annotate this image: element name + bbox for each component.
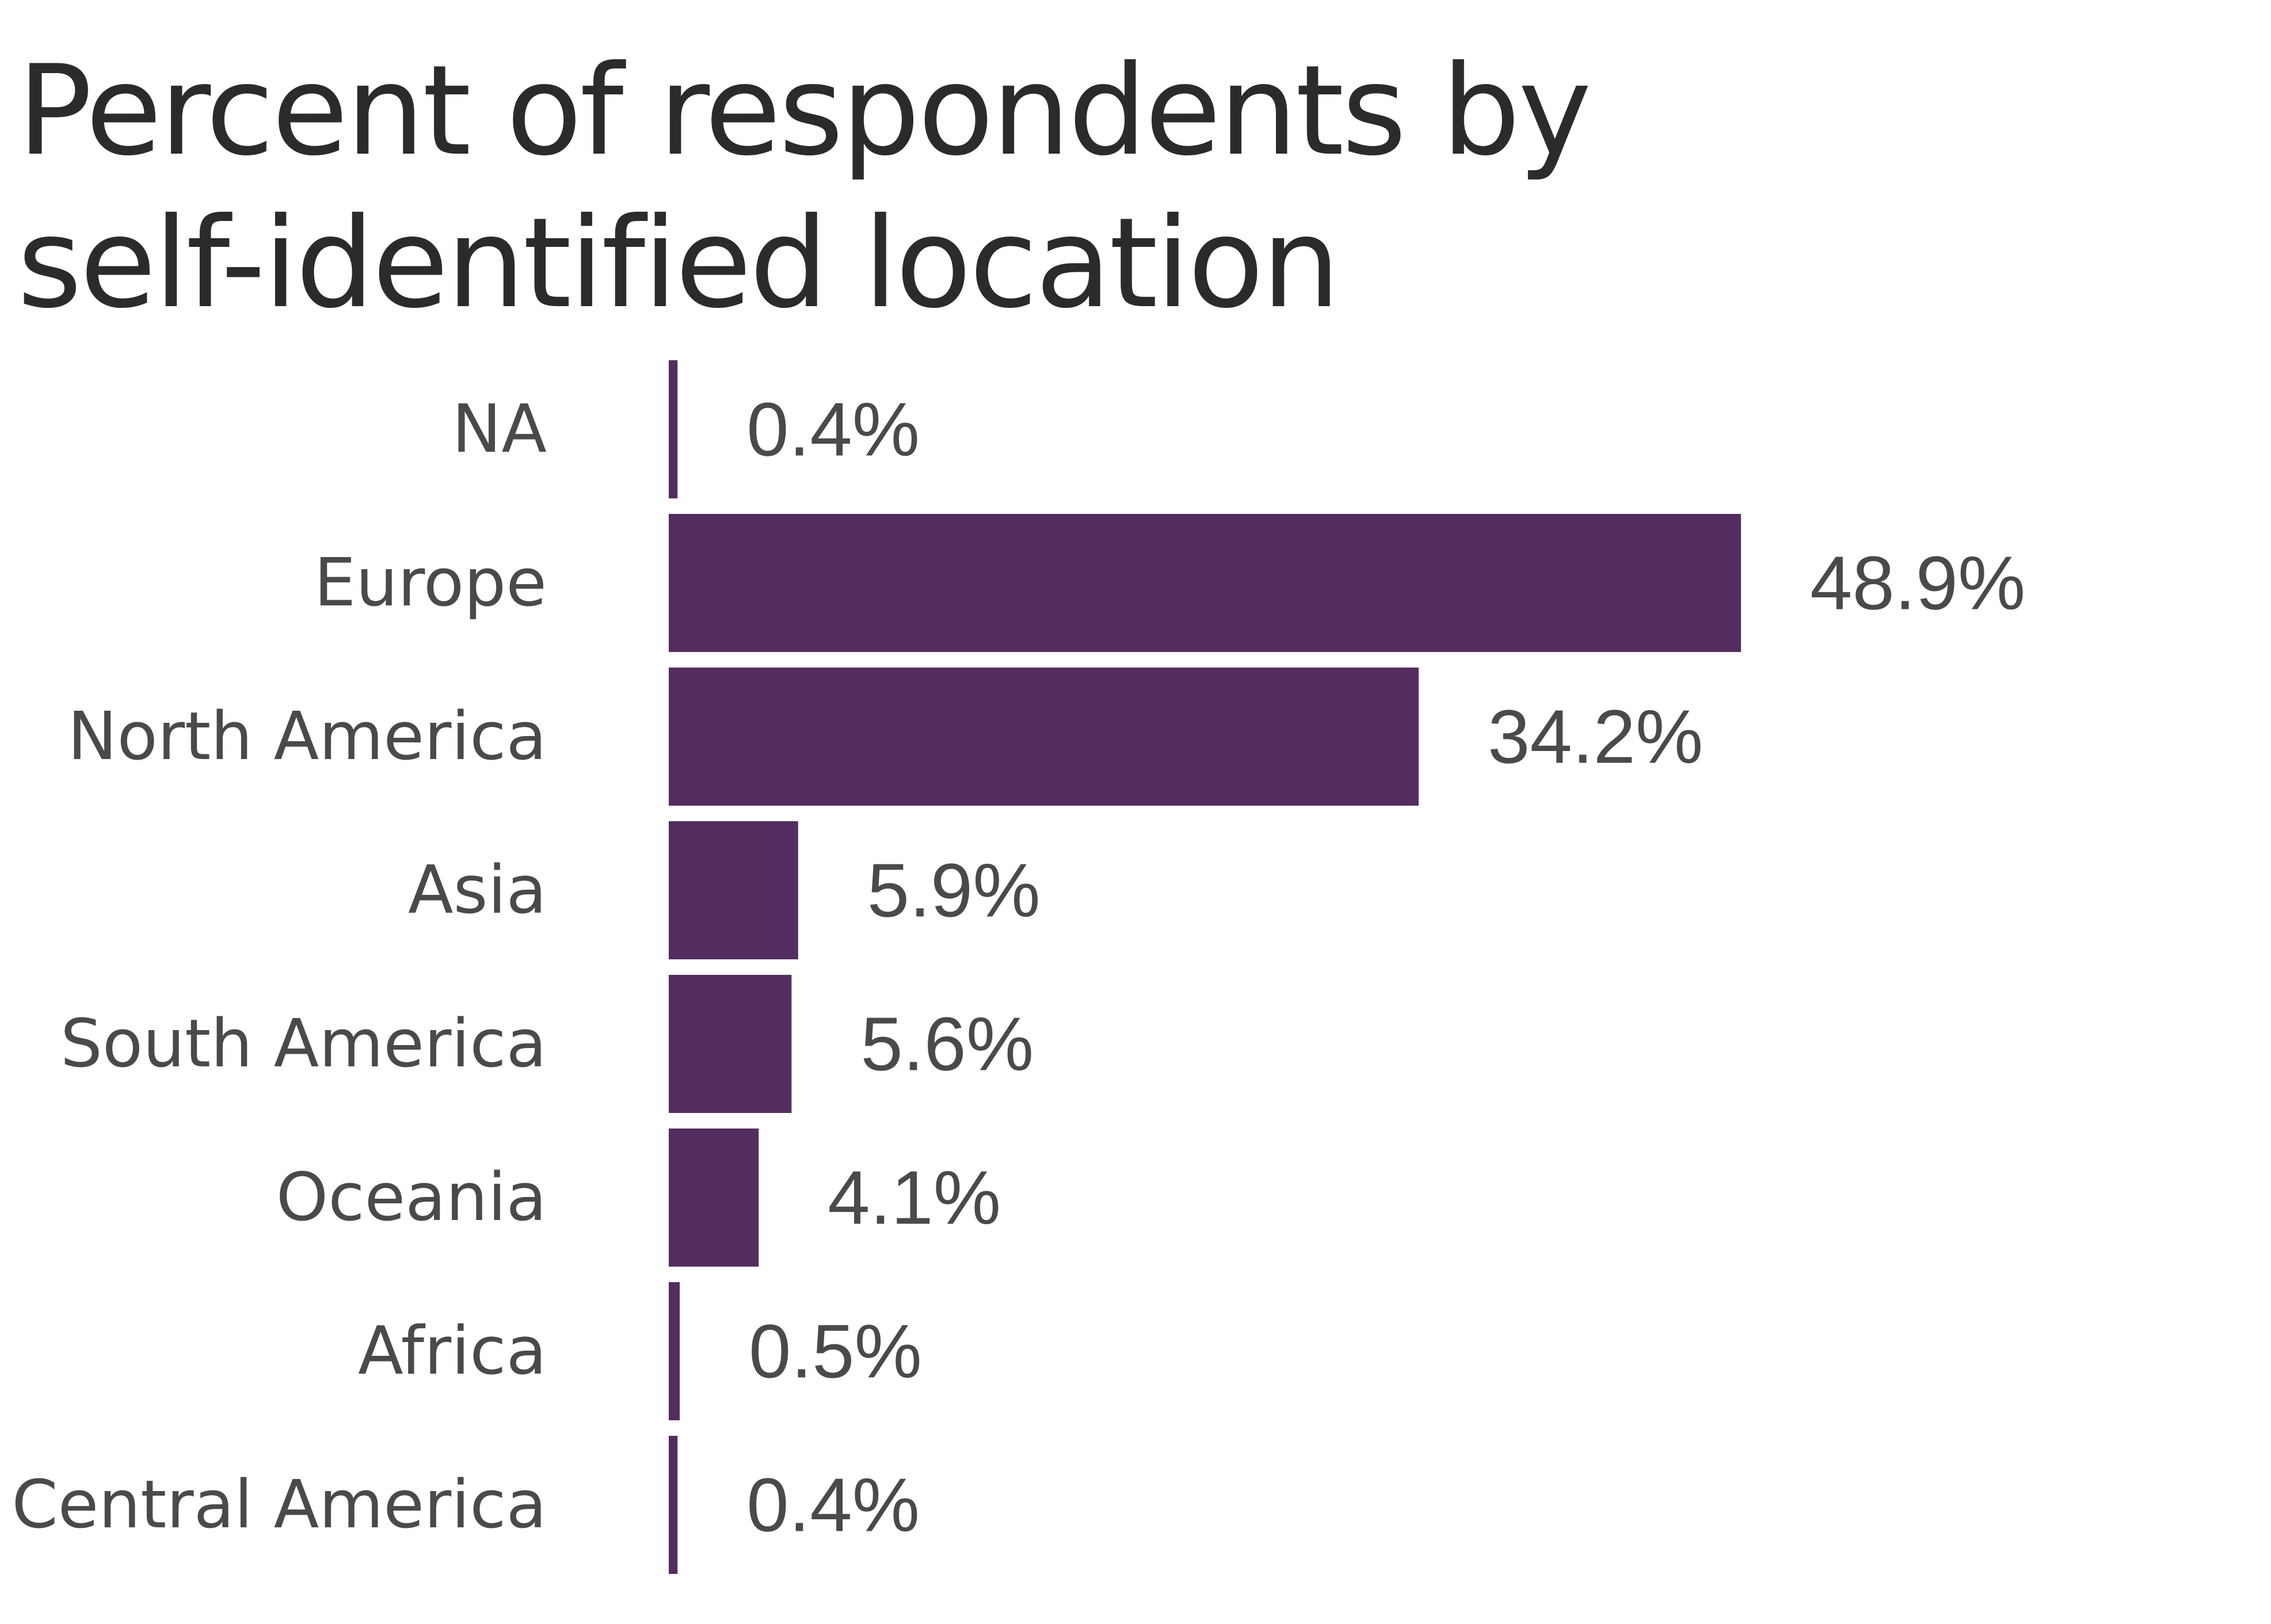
- value-labels: 0.4% 48.9% 34.2% 5.9% 5.6% 4.1% 0.5% 0.4%: [746, 387, 2025, 1547]
- category-label-north-america: North America: [67, 698, 547, 775]
- bar-europe: [669, 514, 1742, 652]
- bar-asia: [669, 821, 798, 959]
- value-label-asia: 5.9%: [867, 848, 1041, 933]
- bar-south-america: [669, 975, 792, 1113]
- value-label-europe: 48.9%: [1810, 541, 2025, 626]
- category-label-africa: Africa: [358, 1313, 547, 1390]
- category-label-central-america: Central America: [12, 1466, 547, 1543]
- category-labels: NA Europe North America Asia South America Oc…: [12, 391, 547, 1543]
- bar-north-america: [669, 668, 1419, 806]
- bar-central-america: [669, 1436, 678, 1574]
- value-label-na: 0.4%: [746, 387, 920, 472]
- category-label-south-america: South America: [60, 1005, 547, 1082]
- value-label-oceania: 4.1%: [828, 1156, 1001, 1240]
- chart-title: Percent of respondents by self-identifie…: [17, 39, 1592, 336]
- category-label-asia: Asia: [408, 852, 547, 929]
- value-label-south-america: 5.6%: [860, 1002, 1034, 1087]
- value-label-north-america: 34.2%: [1488, 695, 1703, 779]
- bar-africa: [669, 1282, 680, 1420]
- category-label-oceania: Oceania: [276, 1159, 547, 1236]
- category-label-europe: Europe: [314, 544, 547, 622]
- value-label-africa: 0.5%: [749, 1309, 922, 1394]
- bar-oceania: [669, 1129, 759, 1267]
- bars-group: [669, 360, 1742, 1574]
- category-label-na: NA: [452, 391, 547, 468]
- bar-na: [669, 360, 678, 498]
- value-label-central-america: 0.4%: [746, 1463, 920, 1547]
